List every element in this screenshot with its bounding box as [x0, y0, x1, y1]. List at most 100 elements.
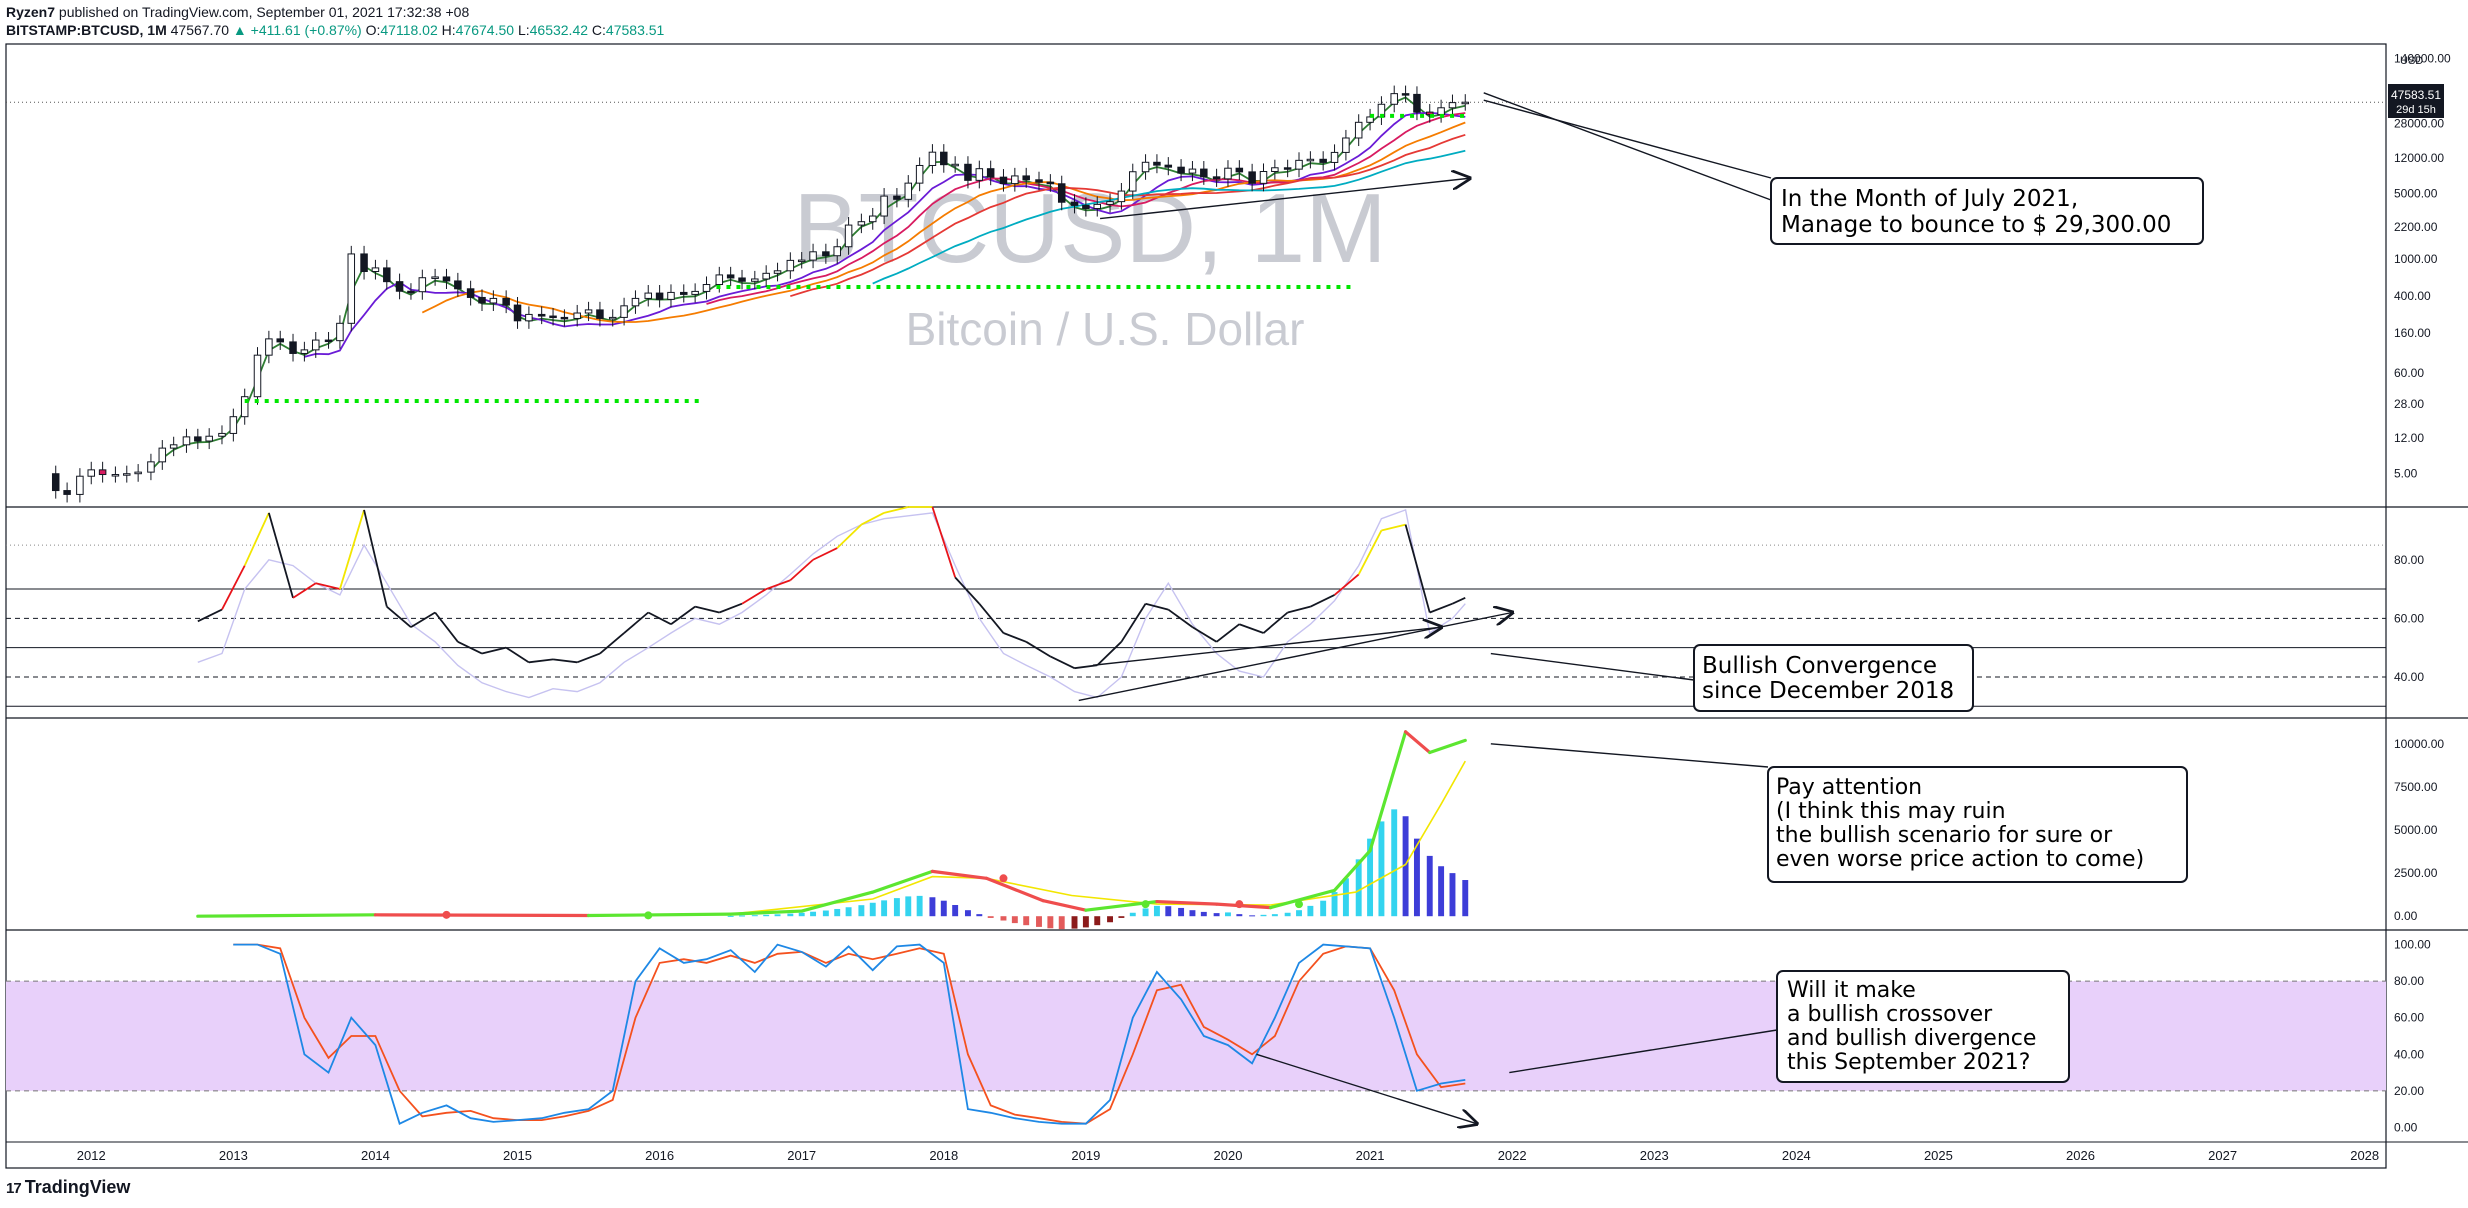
tradingview-logo[interactable]: 17 TradingView	[6, 1177, 130, 1198]
macd-histogram-bar	[1165, 906, 1172, 917]
rsi-line-segment	[457, 640, 483, 655]
candle-body	[1271, 167, 1279, 173]
chart-area[interactable]: BTCUSD, 1M Bitcoin / U.S. Dollar 2012 201…	[0, 0, 2468, 1170]
candle-body	[147, 461, 155, 473]
x-tick-label: 2027	[2208, 1148, 2237, 1163]
x-tick-label: 2012	[77, 1148, 106, 1163]
candle-body	[300, 349, 309, 354]
macd-cross-dot	[442, 910, 451, 919]
candle-body	[1448, 102, 1457, 109]
rsi-line-segment	[292, 582, 317, 599]
candle-body	[1461, 101, 1470, 105]
candle-body	[1082, 204, 1090, 210]
rsi-line-segment	[481, 646, 507, 655]
candle-body	[584, 309, 593, 314]
divergence-arrow	[1256, 1053, 1476, 1123]
candle-body	[620, 305, 628, 318]
candle-body	[1106, 201, 1114, 205]
macd-histogram-bar	[1011, 916, 1018, 924]
macd-line-segment	[729, 909, 804, 916]
last-price: 47567.70	[170, 22, 230, 38]
annotation-july[interactable]: In the Month of July 2021, Manage to bou…	[1770, 177, 2204, 245]
candle-body	[1390, 93, 1398, 105]
x-tick-label: 2016	[645, 1148, 674, 1163]
macd-histogram-bar	[1331, 892, 1338, 917]
x-tick-label: 2026	[2066, 1148, 2095, 1163]
candle-body	[289, 341, 297, 354]
rsi-line-segment	[1003, 632, 1027, 643]
macd-cross-dot	[999, 874, 1008, 883]
macd-histogram-bar	[1236, 914, 1243, 917]
macd-histogram-bar	[822, 910, 829, 917]
rsi-line-segment	[812, 547, 838, 561]
macd-histogram-bar	[774, 914, 781, 917]
candle-body	[466, 288, 475, 298]
stoch-k-line	[233, 943, 1466, 1125]
candle-body	[715, 274, 724, 286]
candle-body	[383, 267, 391, 283]
candle-body	[240, 396, 249, 418]
macd-histogram-bar	[929, 897, 936, 917]
price-tag-countdown: 29d 15h	[2396, 104, 2436, 116]
candle-body	[1283, 167, 1292, 170]
y-tick-label: 12.00	[2394, 431, 2424, 445]
macd-line-segment	[1368, 730, 1408, 853]
candle-body	[454, 280, 462, 290]
candle-body	[667, 291, 675, 300]
candle-body	[631, 297, 640, 307]
macd-histogram-bar	[1449, 873, 1456, 917]
rsi-line-segment	[528, 658, 554, 664]
y-tick-label: 5000.00	[2394, 187, 2438, 201]
y-tick-label: 400.00	[2394, 289, 2431, 303]
macd-line-segment	[196, 913, 378, 918]
callout-line-july	[1483, 92, 1772, 201]
candle-body	[608, 316, 617, 320]
rsi-line-segment	[1145, 602, 1169, 611]
candle-body	[418, 277, 427, 293]
candle-body	[1035, 179, 1043, 183]
rsi-line-segment	[1452, 597, 1466, 605]
macd-histogram-bar	[727, 915, 734, 917]
y-tick-label: 80.00	[2394, 553, 2424, 567]
y-tick-label: 5000.00	[2394, 823, 2438, 837]
candle-body	[1022, 175, 1030, 181]
rsi-line-segment	[647, 611, 672, 626]
candle-body	[928, 151, 937, 166]
candle-body	[986, 168, 995, 178]
macd-histogram-bar	[763, 914, 770, 917]
candle-body	[1306, 158, 1315, 162]
macd-histogram-bar	[858, 905, 865, 917]
candle-body	[205, 435, 213, 442]
macd-histogram-bar	[1342, 878, 1349, 917]
y-tick-label: 7500.00	[2394, 780, 2438, 794]
candle-body	[1437, 107, 1445, 116]
callout-line-convergence	[1490, 652, 1695, 681]
y-tick-label: 2200.00	[2394, 220, 2438, 234]
candle-body	[98, 469, 107, 476]
annotation-line: Will it make	[1787, 978, 1916, 1003]
annotation-convergence[interactable]: Bullish Convergence since December 2018	[1693, 644, 1974, 712]
y-tick-label: 60.00	[2394, 366, 2424, 380]
trend-arrow	[1100, 178, 1469, 220]
rsi-line-segment	[978, 603, 1005, 634]
candle-body	[549, 315, 557, 319]
y-tick-label: 20.00	[2394, 1084, 2424, 1098]
x-tick-label: 2023	[1640, 1148, 1669, 1163]
macd-histogram-bar	[1082, 916, 1089, 928]
rsi-line-segment	[363, 509, 388, 607]
annotation-attention[interactable]: Pay attention (I think this may ruin the…	[1767, 766, 2188, 883]
annotation-box	[1776, 970, 2070, 1083]
annotation-crossover[interactable]: Will it make a bullish crossover and bul…	[1776, 970, 2070, 1083]
annotation-line: the bullish scenario for sure or	[1776, 823, 2113, 848]
callout-line-attention	[1490, 743, 1769, 768]
publish-line: Ryzen7 published on TradingView.com, Sep…	[6, 4, 469, 20]
rsi-line-segment	[315, 582, 341, 590]
candle-body	[691, 290, 699, 295]
candle-body	[893, 195, 901, 200]
rsi-line-segment	[1167, 608, 1193, 628]
macd-histogram-bar	[845, 907, 852, 917]
author-name[interactable]: Ryzen7	[6, 4, 56, 20]
high-value: 47674.50	[455, 22, 515, 38]
rsi-line-segment	[860, 512, 885, 526]
candle-body	[868, 215, 877, 223]
